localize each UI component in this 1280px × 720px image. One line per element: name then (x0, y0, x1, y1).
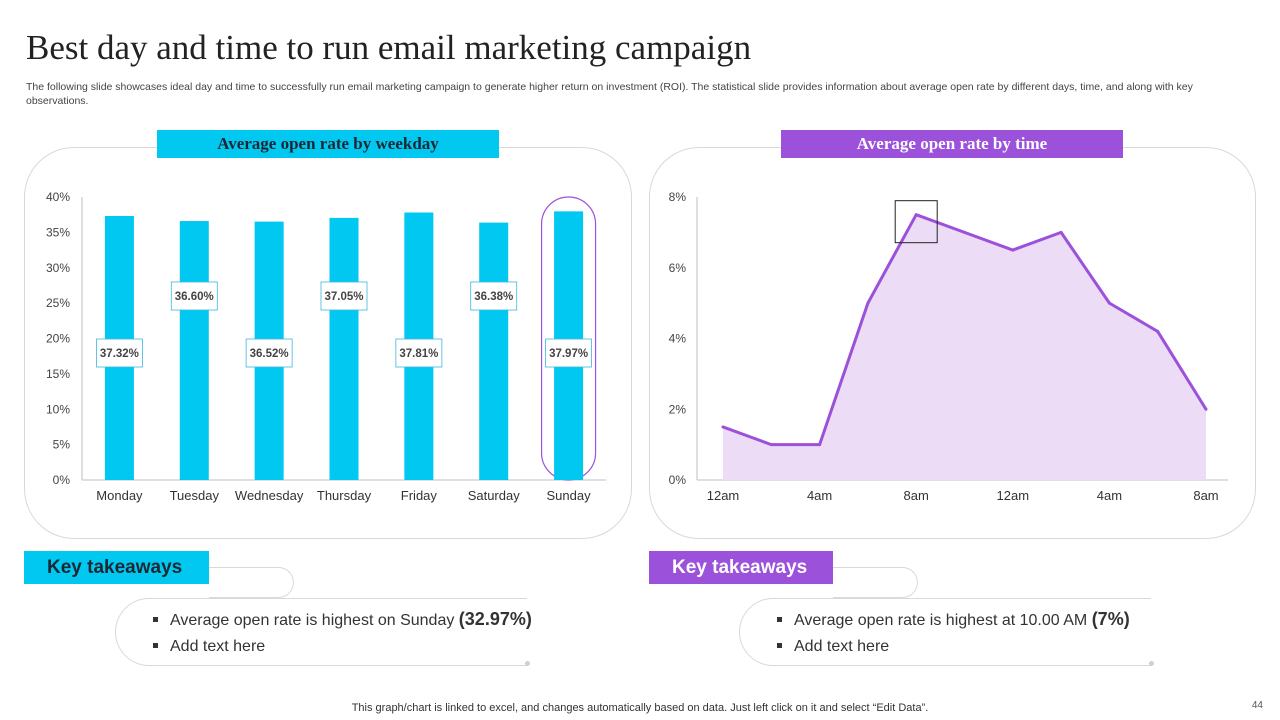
y-tick-label: 5% (53, 438, 71, 452)
data-label-box (395, 338, 443, 368)
data-label-box (545, 338, 592, 368)
data-point (1059, 230, 1063, 234)
y-tick-label: 40% (46, 190, 70, 204)
list-item: Average open rate is highest at 10.00 AM… (776, 605, 1130, 633)
x-tick-label: 8am (904, 488, 929, 503)
key-takeaways-right-label: Key takeaways (649, 551, 833, 584)
x-tick-label: 12am (707, 488, 740, 503)
data-label-box (320, 281, 368, 311)
key-takeaways-right-pill (833, 567, 918, 598)
page-number: 44 (1251, 700, 1263, 711)
bullet-icon (777, 642, 782, 648)
x-tick-label: Saturday (468, 488, 521, 503)
data-label: 37.81% (399, 348, 438, 360)
y-tick-label: 20% (46, 332, 70, 346)
x-tick-label: 4am (807, 488, 832, 503)
y-tick-label: 15% (46, 367, 70, 381)
decorative-dot (1149, 661, 1154, 666)
data-point (866, 301, 870, 305)
highlight-marker (894, 200, 938, 244)
x-tick-label: 4am (1097, 488, 1122, 503)
data-point (1156, 329, 1160, 333)
takeaway-text: Add text here (794, 638, 890, 655)
weekday-chart-title: Average open rate by weekday (157, 130, 499, 158)
y-tick-label: 0% (669, 473, 687, 487)
y-tick-label: 10% (46, 402, 70, 416)
bullet-icon (153, 642, 158, 648)
y-tick-label: 8% (669, 190, 687, 204)
takeaway-highlight: (7%) (1091, 609, 1130, 629)
takeaway-text: Average open rate is highest on Sunday (170, 612, 459, 629)
data-point (914, 213, 918, 217)
bullet-icon (777, 616, 782, 622)
data-label: 37.32% (100, 348, 139, 360)
decorative-dot (525, 661, 530, 666)
bar (329, 217, 359, 480)
y-tick-label: 30% (46, 261, 70, 275)
page-subtitle: The following slide showcases ideal day … (26, 81, 1193, 107)
data-point (1011, 248, 1015, 252)
data-label: 37.97% (549, 348, 588, 360)
key-takeaways-left-label: Key takeaways (24, 551, 209, 584)
time-area-chart[interactable]: 0% 2% 4% 6% 8% 12am 4am 8am 12am 4am 8am (0, 180, 1280, 520)
key-takeaways-right-list: Average open rate is highest at 10.00 AM… (776, 605, 1130, 661)
x-tick-label: 8am (1193, 488, 1218, 503)
data-point (818, 443, 822, 447)
list-item: Average open rate is highest on Sunday (… (152, 605, 532, 633)
y-tick-label: 0% (53, 473, 71, 487)
y-tick-label: 2% (669, 402, 687, 416)
data-point (721, 425, 725, 429)
area-fill (723, 214, 1206, 480)
bar (179, 221, 209, 480)
x-tick-label: Friday (401, 488, 438, 503)
x-tick-label: Wednesday (235, 488, 304, 503)
data-point (1204, 407, 1208, 411)
data-label-box (470, 281, 518, 311)
key-takeaways-right-box (739, 598, 1151, 666)
list-item: Add text here (776, 633, 1130, 661)
bullet-icon (153, 616, 158, 622)
bar (479, 222, 509, 480)
data-label: 36.60% (175, 291, 214, 303)
y-tick-label: 25% (46, 296, 70, 310)
list-item: Add text here (152, 633, 532, 661)
takeaway-text: Average open rate is highest at 10.00 AM (794, 612, 1092, 629)
key-takeaways-left-box (115, 598, 527, 666)
x-tick-label: Monday (96, 488, 143, 503)
key-takeaways-left-pill (209, 567, 294, 598)
x-tick-label: Thursday (317, 488, 372, 503)
takeaway-highlight: (32.97%) (458, 609, 532, 629)
weekday-bar-chart[interactable]: 0% 5% 10% 15% 20% 25% 30% 35% 40% Monday 37.32% Tue… (0, 180, 640, 520)
data-label: 37.05% (324, 291, 363, 303)
data-point (1107, 301, 1111, 305)
footer-note: This graph/chart is linked to excel, and… (351, 702, 929, 714)
data-point (769, 443, 773, 447)
page-title: Best day and time to run email marketing… (26, 28, 752, 67)
data-label-box (170, 281, 218, 311)
takeaway-text: Add text here (170, 638, 266, 655)
data-point (963, 230, 966, 234)
key-takeaways-left-list: Average open rate is highest on Sunday (… (152, 605, 532, 661)
x-tick-label: 12am (997, 488, 1030, 503)
data-label-box (96, 338, 143, 368)
data-label: 36.52% (250, 348, 289, 360)
y-tick-label: 4% (669, 332, 687, 346)
y-tick-label: 35% (46, 225, 70, 239)
data-label-box (245, 338, 293, 368)
data-label: 36.38% (474, 291, 513, 303)
y-tick-label: 6% (669, 261, 687, 275)
x-tick-label: Tuesday (170, 488, 220, 503)
time-chart-title: Average open rate by time (781, 130, 1123, 158)
x-tick-label: Sunday (547, 488, 592, 503)
